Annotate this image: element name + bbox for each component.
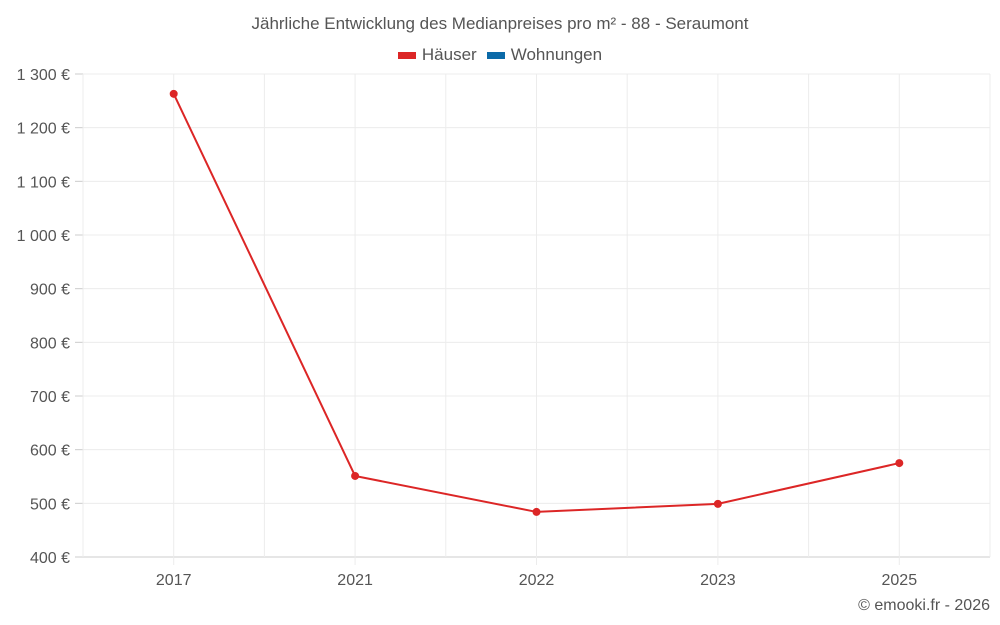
legend-swatch-wohnungen (486, 51, 505, 59)
x-tick-label: 2017 (156, 572, 192, 589)
y-tick-label: 1 100 € (17, 174, 70, 191)
data-point (895, 459, 904, 468)
y-tick-label: 900 € (30, 282, 70, 299)
legend: Häuser Wohnungen (0, 45, 1000, 65)
y-tick-label: 1 300 € (17, 67, 70, 84)
legend-label: Häuser (421, 45, 477, 64)
chart-title: Jährliche Entwicklung des Medianpreises … (251, 14, 749, 33)
data-point (532, 507, 541, 516)
data-point (169, 89, 178, 98)
y-tick-label: 1 000 € (17, 228, 70, 245)
data-point (713, 499, 722, 508)
legend-item-haeuser[interactable]: Häuser (397, 45, 477, 65)
x-tick-label: 2022 (519, 572, 555, 589)
credit: © emooki.fr - 2026 (858, 597, 990, 614)
x-tick-label: 2025 (882, 572, 918, 589)
data-point (351, 471, 360, 480)
legend-swatch-haeuser (397, 51, 416, 59)
y-tick-label: 400 € (30, 550, 70, 567)
y-tick-label: 700 € (30, 389, 70, 406)
y-tick-label: 800 € (30, 335, 70, 352)
y-tick-label: 500 € (30, 496, 70, 513)
y-tick-label: 1 200 € (17, 121, 70, 138)
x-tick-label: 2023 (700, 572, 736, 589)
y-tick-label: 600 € (30, 443, 70, 460)
x-tick-label: 2021 (337, 572, 373, 589)
legend-item-wohnungen[interactable]: Wohnungen (486, 45, 603, 65)
legend-label: Wohnungen (510, 45, 603, 64)
